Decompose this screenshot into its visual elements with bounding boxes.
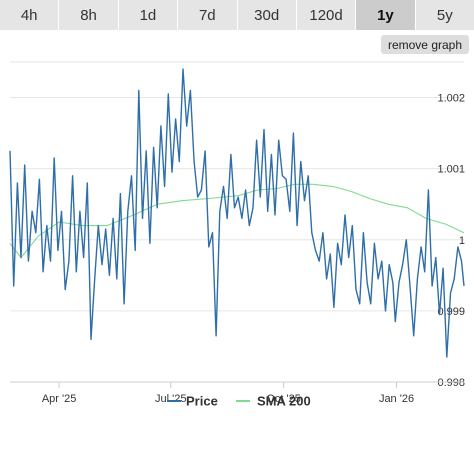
legend-sma-200[interactable]: SMA 200 (236, 394, 311, 409)
tab-4h[interactable]: 4h (0, 0, 59, 30)
y-tick-label: 1 (459, 235, 465, 247)
price-series-line (9, 68, 465, 358)
tab-30d[interactable]: 30d (237, 0, 296, 30)
chart-series (9, 68, 465, 358)
x-tick-label: Jul '25 (155, 393, 186, 405)
y-tick-label: 0.999 (437, 306, 465, 318)
x-tick-label: Jan '26 (379, 393, 414, 405)
tab-8h[interactable]: 8h (59, 0, 118, 30)
chart-legend: Price SMA 200 (167, 394, 311, 409)
x-axis: Apr '25 Jul '25 Oct '25 Jan '26 (10, 381, 464, 405)
x-tick-label: Apr '25 (42, 393, 77, 405)
legend-label: SMA 200 (257, 394, 311, 409)
y-axis-labels: 0.998 0.999 1 1.001 1.002 (437, 93, 465, 389)
y-tick-label: 0.998 (437, 377, 465, 389)
timeframe-tabs: 4h 8h 1d 7d 30d 120d 1y 5y (0, 0, 474, 30)
y-tick-label: 1.002 (437, 93, 465, 105)
legend-label: Price (186, 394, 218, 409)
remove-graph-button[interactable]: remove graph (381, 35, 469, 54)
y-tick-label: 1.001 (437, 164, 465, 176)
legend-price[interactable]: Price (167, 394, 218, 409)
tab-5y[interactable]: 5y (415, 0, 474, 30)
chart-grid (10, 61, 464, 383)
x-tick-label: Oct '25 (266, 393, 301, 405)
tab-120d[interactable]: 120d (296, 0, 356, 30)
tab-1y[interactable]: 1y (356, 0, 415, 30)
tab-1d[interactable]: 1d (118, 0, 178, 30)
tab-7d[interactable]: 7d (178, 0, 237, 30)
